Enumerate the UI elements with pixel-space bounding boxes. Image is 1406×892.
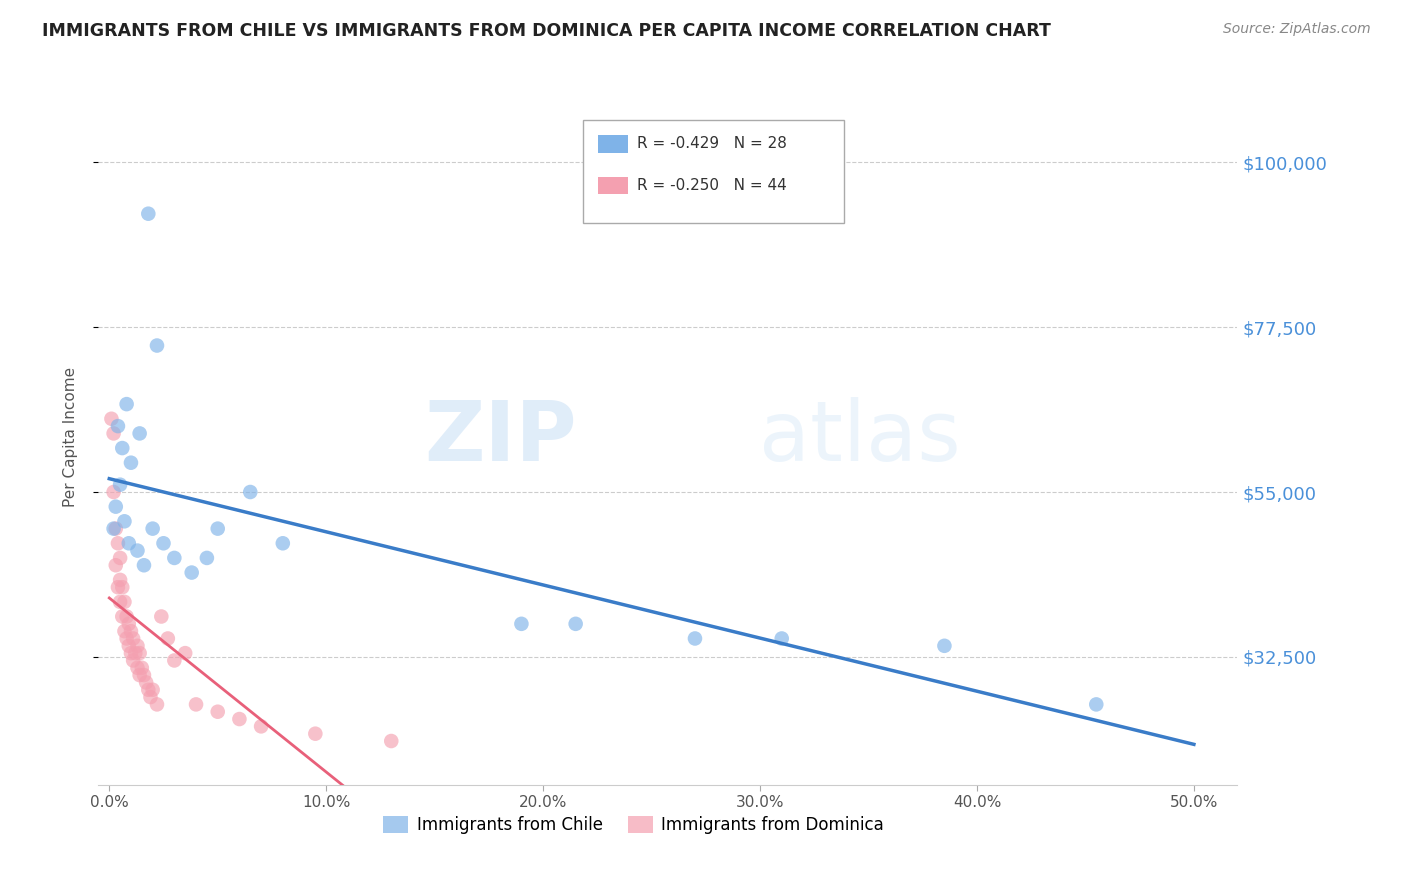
- Point: [104, 500, 127, 514]
- Point: [127, 543, 149, 558]
- Point: [120, 456, 142, 470]
- Point: [103, 522, 125, 536]
- Point: [564, 616, 586, 631]
- Point: [131, 661, 153, 675]
- Point: [304, 727, 326, 741]
- Text: Source: ZipAtlas.com: Source: ZipAtlas.com: [1223, 22, 1371, 37]
- Point: [934, 639, 956, 653]
- Point: [120, 646, 142, 660]
- Point: [207, 522, 229, 536]
- Point: [146, 698, 169, 712]
- Point: [118, 639, 141, 653]
- Point: [108, 550, 131, 565]
- Point: [115, 632, 138, 646]
- Point: [250, 719, 273, 733]
- Point: [132, 558, 155, 573]
- Point: [103, 426, 125, 441]
- Point: [107, 536, 129, 550]
- Point: [128, 426, 150, 441]
- Y-axis label: Per Capita Income: Per Capita Income: [63, 367, 77, 508]
- Point: [118, 616, 141, 631]
- Point: [195, 550, 218, 565]
- Point: [1085, 698, 1108, 712]
- Point: [510, 616, 533, 631]
- Point: [127, 661, 149, 675]
- Point: [380, 734, 402, 748]
- Point: [152, 536, 174, 550]
- Point: [115, 609, 138, 624]
- Point: [184, 698, 207, 712]
- Point: [124, 646, 146, 660]
- Point: [271, 536, 294, 550]
- Point: [142, 522, 165, 536]
- Point: [114, 624, 136, 639]
- Point: [127, 639, 149, 653]
- Text: atlas: atlas: [759, 397, 960, 477]
- Point: [683, 632, 706, 646]
- Point: [136, 207, 159, 221]
- Point: [142, 682, 165, 697]
- Text: R = -0.250   N = 44: R = -0.250 N = 44: [637, 178, 787, 193]
- Legend: Immigrants from Chile, Immigrants from Dominica: Immigrants from Chile, Immigrants from D…: [375, 808, 893, 843]
- Point: [122, 653, 145, 667]
- Point: [107, 419, 129, 434]
- Point: [239, 485, 262, 500]
- Point: [139, 690, 162, 704]
- Point: [104, 522, 127, 536]
- Point: [111, 609, 134, 624]
- Text: IMMIGRANTS FROM CHILE VS IMMIGRANTS FROM DOMINICA PER CAPITA INCOME CORRELATION : IMMIGRANTS FROM CHILE VS IMMIGRANTS FROM…: [42, 22, 1052, 40]
- Point: [118, 536, 141, 550]
- Point: [228, 712, 250, 726]
- Point: [107, 580, 129, 594]
- Point: [120, 624, 142, 639]
- Point: [163, 550, 186, 565]
- Text: ZIP: ZIP: [425, 397, 576, 477]
- Point: [156, 632, 179, 646]
- Point: [146, 338, 169, 352]
- Point: [103, 485, 125, 500]
- Point: [114, 595, 136, 609]
- Point: [128, 668, 150, 682]
- Point: [150, 609, 173, 624]
- Point: [174, 646, 197, 660]
- Point: [128, 646, 150, 660]
- Text: R = -0.429   N = 28: R = -0.429 N = 28: [637, 136, 787, 151]
- Point: [108, 573, 131, 587]
- Point: [114, 514, 136, 528]
- Point: [122, 632, 145, 646]
- Point: [115, 397, 138, 411]
- Point: [163, 653, 186, 667]
- Point: [108, 595, 131, 609]
- Point: [132, 668, 155, 682]
- Point: [207, 705, 229, 719]
- Point: [111, 580, 134, 594]
- Point: [104, 558, 127, 573]
- Point: [100, 411, 122, 425]
- Point: [136, 682, 159, 697]
- Point: [180, 566, 202, 580]
- Point: [111, 441, 134, 455]
- Point: [770, 632, 793, 646]
- Point: [108, 477, 131, 491]
- Point: [135, 675, 157, 690]
